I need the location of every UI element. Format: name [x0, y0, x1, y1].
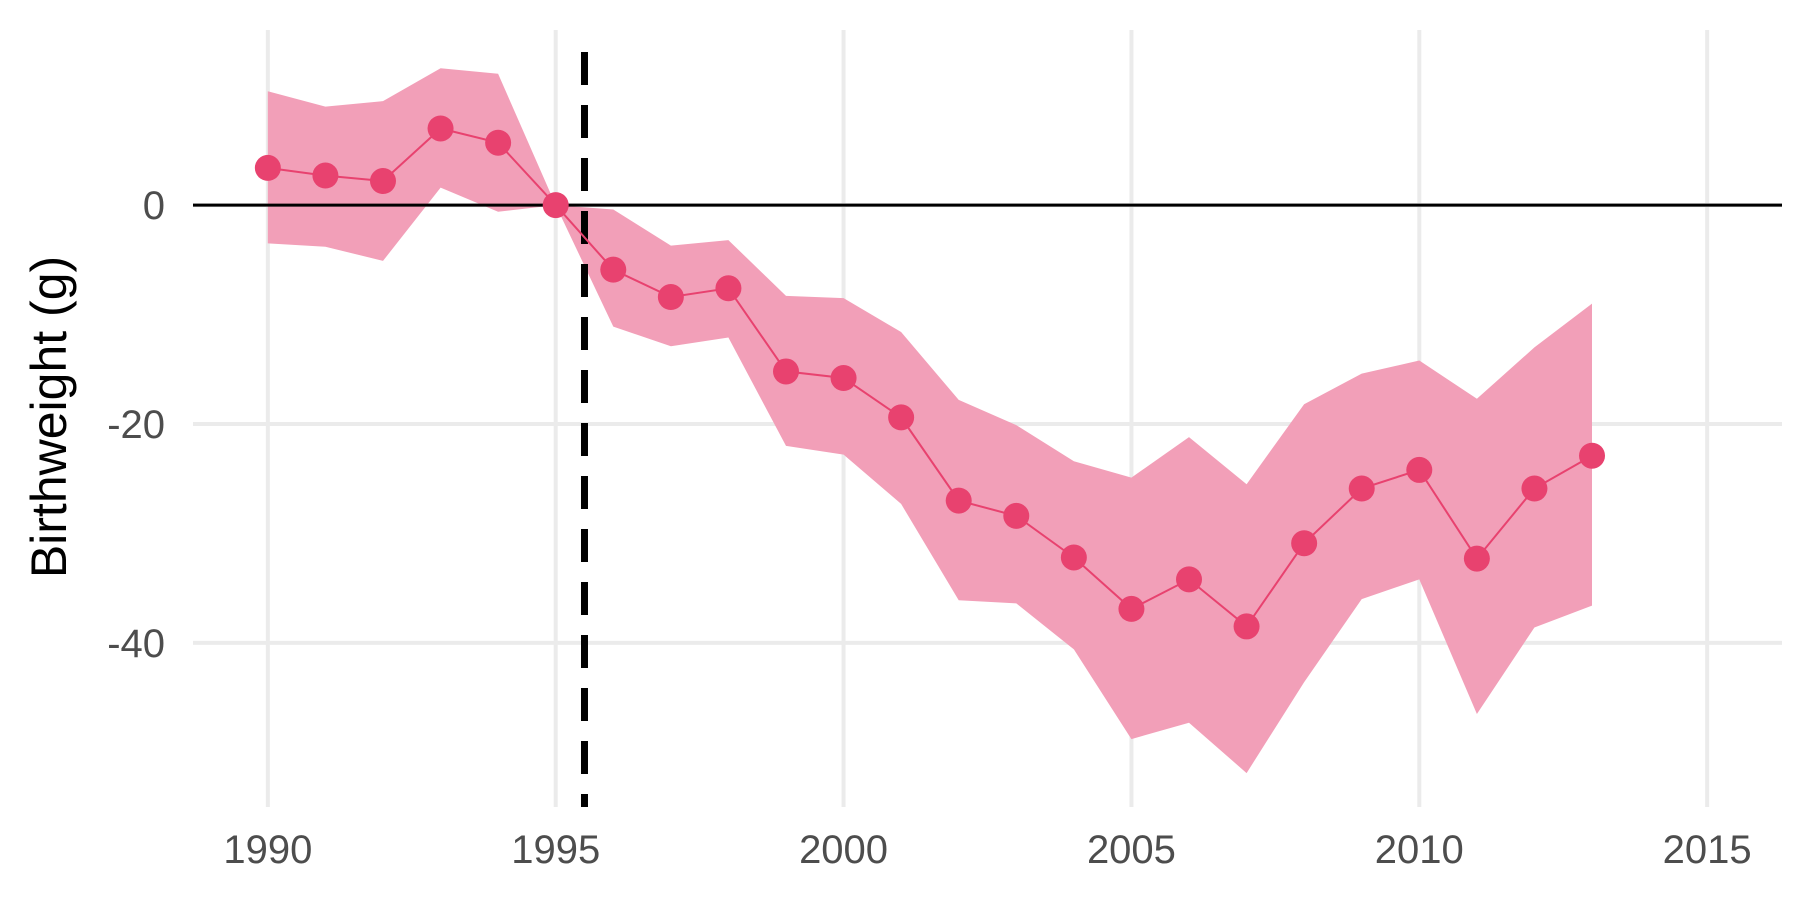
y-tick-label: -40: [107, 622, 165, 666]
data-point: [830, 365, 857, 392]
x-tick-label: 2015: [1663, 828, 1752, 872]
data-point: [945, 487, 972, 514]
ci-ribbon: [267, 68, 1592, 774]
x-tick-label: 2010: [1375, 828, 1464, 872]
data-point: [312, 162, 339, 189]
data-point: [1233, 613, 1260, 640]
x-tick-label: 1995: [511, 828, 600, 872]
data-point: [254, 154, 281, 181]
y-tick-label: 0: [143, 184, 165, 228]
data-point: [1579, 442, 1606, 469]
data-point: [1521, 475, 1548, 502]
data-point: [600, 256, 627, 283]
data-point: [1060, 544, 1087, 571]
data-point: [1003, 502, 1030, 529]
data-point: [485, 129, 512, 156]
y-axis-title: Birthweight (g): [21, 256, 77, 578]
data-point: [1118, 595, 1145, 622]
confidence-band: [267, 68, 1592, 774]
x-tick-label: 2005: [1087, 828, 1176, 872]
data-point: [888, 404, 915, 431]
data-point: [715, 275, 742, 302]
data-point: [657, 284, 684, 311]
data-point: [1463, 545, 1490, 572]
data-point: [1406, 456, 1433, 483]
series-points: [254, 115, 1606, 640]
x-tick-label: 2000: [799, 828, 888, 872]
x-tick-label: 1990: [223, 828, 312, 872]
data-point: [542, 192, 569, 219]
tick-labels: 1990 1995 2000 2005 2010 2015 0 -20 -40: [107, 184, 1751, 872]
data-point: [427, 115, 454, 142]
reference-lines: [193, 52, 1782, 807]
y-tick-label: -20: [107, 403, 165, 447]
data-point: [1291, 530, 1318, 557]
data-point: [1176, 566, 1203, 593]
data-point: [369, 168, 396, 195]
data-point: [772, 358, 799, 385]
data-point: [1348, 475, 1375, 502]
